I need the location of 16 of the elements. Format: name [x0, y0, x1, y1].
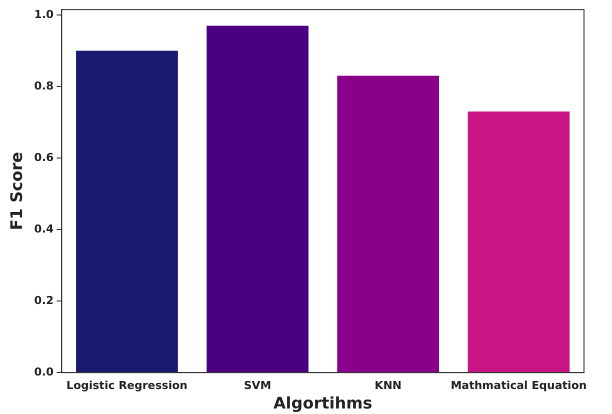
y-tick-label: 0.6 — [34, 150, 54, 164]
bar — [337, 76, 440, 372]
y-tick-label: 0.8 — [34, 79, 54, 92]
y-tick-label: 0.2 — [34, 294, 54, 307]
bar — [76, 50, 178, 372]
x-tick-label: Mathmatical Equation — [450, 379, 587, 392]
x-axis-title: Algortihms — [273, 394, 372, 413]
x-tick-label: Logistic Regression — [66, 379, 188, 392]
x-tick-label: KNN — [374, 379, 402, 392]
y-tick-label: 1.0 — [34, 8, 54, 21]
y-tick-label: 0.4 — [34, 222, 54, 236]
x-tick-label: SVM — [244, 379, 272, 392]
y-axis-title: F1 Score — [6, 152, 26, 230]
y-tick-label: 0.0 — [34, 365, 54, 378]
bar — [468, 112, 570, 372]
bar — [206, 26, 308, 372]
